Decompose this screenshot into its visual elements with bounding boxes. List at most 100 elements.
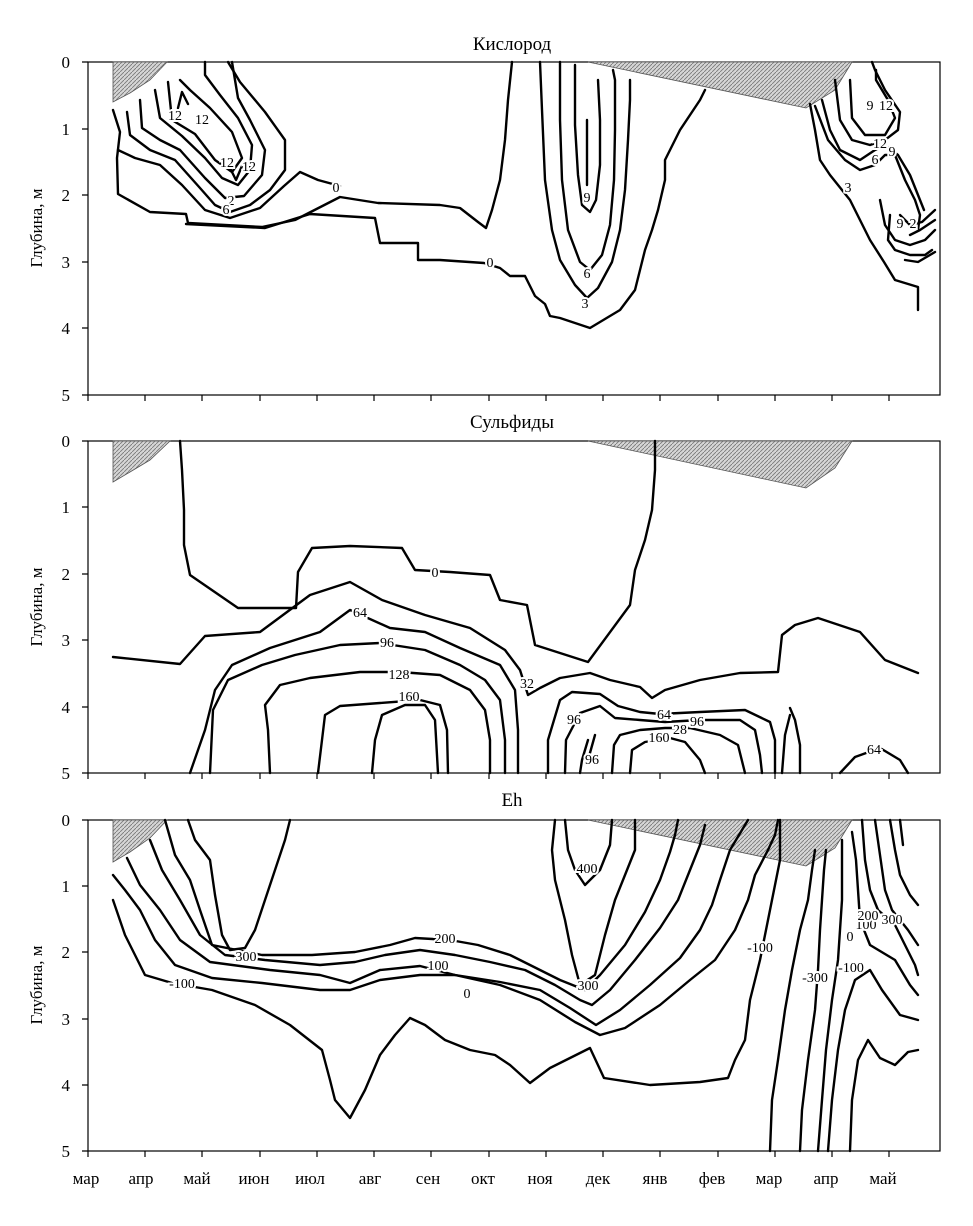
eh-panel: Eh Глубина, м 0 1 2 3 4 5 мар апр май ию…	[27, 790, 941, 1188]
oxygen-y-axis-label: Глубина, м	[27, 188, 46, 267]
sulfide-clabel-28: 28	[673, 723, 687, 738]
eh-contour-300-right	[873, 818, 920, 947]
eh-x-tick-1: апр	[129, 1169, 154, 1188]
sulfide-contour-160	[316, 698, 450, 775]
sulfide-y-tick-5: 5	[62, 764, 71, 783]
oxygen-contour-6-mid	[558, 60, 617, 272]
eh-x-ticks: мар апр май июн июл авг сен окт ноя дек …	[73, 1169, 897, 1188]
oxygen-contour-3-left	[116, 148, 342, 220]
eh-clabel-0-right: 0	[847, 930, 854, 945]
sulfide-clabel-160-right: 160	[649, 731, 670, 746]
eh-clabel-minus300: -300	[802, 971, 828, 986]
oxygen-contour-right-d	[908, 218, 937, 237]
sulfide-title: Сульфиды	[470, 412, 554, 433]
sulfide-contour-32-inner	[586, 733, 597, 762]
sulfide-y-tick-3: 3	[62, 631, 71, 650]
oxygen-ice-right	[587, 61, 853, 109]
oxygen-clabel-9-right: 12	[873, 137, 887, 152]
eh-x-tick-2: май	[183, 1169, 210, 1188]
oxygen-contour-12-left-c	[176, 90, 190, 110]
oxygen-clabel-12a: 12	[168, 109, 182, 124]
oxygen-clabel-9-mid: 9	[584, 191, 591, 206]
eh-contour-minus200	[816, 838, 844, 1153]
eh-contour-labels: 400 300 200 100 0 -100 300 -100 -300 -10…	[167, 860, 904, 1004]
oxygen-ice-left	[112, 61, 168, 103]
oxygen-clabel-6-mid: 6	[584, 267, 591, 282]
oxygen-title: Кислород	[473, 34, 552, 55]
oxygen-contour-0-main	[111, 60, 514, 230]
oxygen-y-ticks: 0 1 2 3 4 5	[62, 53, 88, 405]
eh-x-tick-5: авг	[359, 1169, 382, 1188]
sulfide-contour-160-inner	[370, 703, 440, 775]
sulfide-clabel-160: 160	[399, 690, 420, 705]
eh-y-tick-5: 5	[62, 1142, 71, 1161]
oxygen-contour-9-right	[833, 60, 902, 147]
sulfide-contour-128-right	[610, 726, 747, 775]
sulfide-ice-right	[587, 440, 853, 489]
eh-x-tick-11: фев	[699, 1169, 726, 1188]
oxygen-y-tick-1: 1	[62, 120, 71, 139]
eh-x-tick-13: апр	[814, 1169, 839, 1188]
sulfide-contour-128	[263, 670, 492, 775]
oxygen-clabel-2-left: 2	[228, 194, 235, 209]
oxygen-clabel-3-right: 6	[872, 153, 879, 168]
oxygen-contour-0-lower	[184, 88, 707, 330]
eh-contour-0	[125, 818, 750, 1027]
eh-y-axis-label: Глубина, м	[27, 945, 46, 1024]
oxygen-y-tick-5: 5	[62, 386, 71, 405]
sulfide-contour-64	[188, 608, 520, 775]
sulfide-ice-left	[112, 440, 172, 483]
sulfide-clabel-64: 64	[353, 606, 367, 621]
oxygen-plot-frame	[87, 61, 941, 396]
sulfide-contour-64-bottomright	[838, 746, 910, 775]
oxygen-contour-9-right-b	[878, 198, 937, 247]
eh-clabel-100: 100	[428, 959, 449, 974]
eh-y-ticks: 0 1 2 3 4 5	[62, 811, 88, 1161]
eh-clabel-200-right: 200	[858, 909, 879, 924]
eh-contours	[111, 818, 920, 1153]
eh-contour-0-deep	[111, 818, 782, 1120]
sulfide-contour-160-right	[628, 736, 707, 775]
eh-x-tickmarks	[87, 1151, 890, 1157]
eh-y-tick-2: 2	[62, 943, 71, 962]
oxygen-clabel-9-right-b: 9	[897, 217, 904, 232]
eh-contour-minus300-b	[798, 848, 828, 1153]
sulfide-clabel-64-right: 64	[657, 708, 671, 723]
oxygen-contour-12-left-b	[166, 78, 244, 174]
eh-y-tick-4: 4	[62, 1076, 71, 1095]
eh-y-tick-0: 0	[62, 811, 71, 830]
sulfide-clabel-96: 96	[380, 636, 394, 651]
oxygen-contour-0-right	[808, 102, 920, 312]
oxygen-y-tick-2: 2	[62, 186, 71, 205]
oxygen-x-tickmarks	[87, 395, 890, 401]
oxygen-contour-6-right	[820, 98, 926, 212]
oxygen-clabel-12e: 9	[867, 99, 874, 114]
eh-clabel-300-mid: 300	[578, 979, 599, 994]
sulfide-clabel-0: 0	[432, 566, 439, 581]
sulfide-panel: Сульфиды Глубина, м 0 1 2 3 4 5	[27, 412, 941, 783]
eh-contour-200	[163, 818, 680, 992]
eh-x-tick-12: мар	[756, 1169, 783, 1188]
oxygen-contour-2-right	[886, 213, 934, 257]
eh-y-tick-3: 3	[62, 1010, 71, 1029]
sulfide-contour-32-right2	[578, 738, 590, 775]
oxygen-contour-6-left	[125, 60, 287, 214]
sulfide-contour-0	[178, 439, 657, 664]
eh-clabel-minus100-left: -100	[169, 977, 195, 992]
eh-clabel-100-right: 100	[856, 918, 877, 933]
eh-contour-100-right	[850, 830, 920, 997]
eh-ice-right	[587, 819, 853, 867]
eh-x-tick-8: ноя	[527, 1169, 552, 1188]
sulfide-contours	[111, 439, 920, 775]
sulfide-y-tickmarks	[82, 440, 88, 774]
sulfide-contour-96-right-b	[780, 713, 792, 775]
oxygen-contour-12-left-d	[228, 164, 244, 182]
eh-x-tick-0: мар	[73, 1169, 100, 1188]
eh-contour-400	[563, 818, 614, 887]
sulfide-y-ticks: 0 1 2 3 4 5	[62, 432, 88, 783]
eh-contour-right-top2	[898, 818, 905, 847]
sulfide-x-tickmarks	[87, 773, 890, 779]
oxygen-clabel-12d: 12	[242, 160, 256, 175]
eh-contour-minus100	[111, 818, 780, 1037]
